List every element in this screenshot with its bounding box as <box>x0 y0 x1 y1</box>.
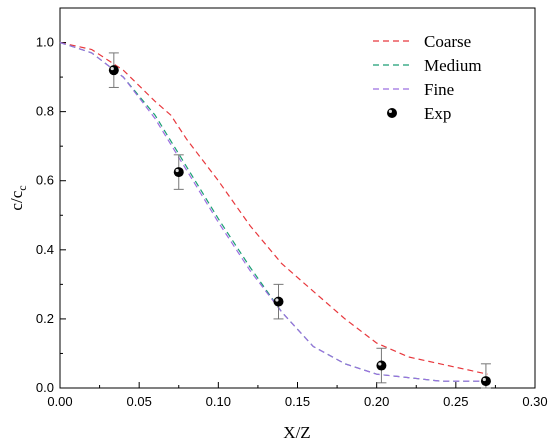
y-tick-label: 0.2 <box>36 311 54 326</box>
y-tick-label: 0.0 <box>36 380 54 395</box>
legend: Coarse Medium Fine Exp <box>373 32 482 123</box>
y-tick-label: 0.4 <box>36 242 54 257</box>
exp-point-highlight <box>175 168 179 173</box>
x-tick-label: 0.10 <box>206 394 231 409</box>
y-tick-label: 1.0 <box>36 35 54 50</box>
series-line-fine <box>59 41 488 382</box>
legend-label-coarse: Coarse <box>424 32 471 51</box>
exp-point <box>173 167 184 178</box>
exp-point <box>108 65 119 76</box>
x-tick-label: 0.30 <box>522 394 547 409</box>
x-tick-label: 0.05 <box>127 394 152 409</box>
y-tick-label: 0.6 <box>36 173 54 188</box>
exp-point <box>273 296 284 307</box>
legend-swatch-highlight <box>388 109 392 113</box>
exp-point-highlight <box>482 377 486 382</box>
y-axis-title-main: c/c <box>7 190 26 210</box>
x-axis-title: X/Z <box>283 423 310 442</box>
series-line-coarse <box>59 41 488 375</box>
legend-label-fine: Fine <box>424 80 454 99</box>
y-axis-title: c/cc <box>7 185 29 210</box>
legend-label-medium: Medium <box>424 56 482 75</box>
exp-point-highlight <box>378 362 382 366</box>
exp-point-highlight <box>110 66 114 71</box>
x-axis: 0.00 0.05 0.10 0.15 0.20 0.25 0.30 <box>47 382 548 409</box>
legend-swatch-exp <box>387 108 397 118</box>
legend-label-exp: Exp <box>424 104 451 123</box>
y-axis-title-sub: c <box>15 185 29 190</box>
x-tick-label: 0.25 <box>443 394 468 409</box>
exp-point-highlight <box>275 298 279 302</box>
y-tick-label: 0.8 <box>36 104 54 119</box>
x-tick-label: 0.00 <box>47 394 72 409</box>
x-tick-label: 0.20 <box>364 394 389 409</box>
x-tick-label: 0.15 <box>285 394 310 409</box>
exp-point <box>376 360 387 371</box>
y-axis: 0.0 0.2 0.4 0.6 0.8 1.0 <box>36 7 66 395</box>
exp-point <box>480 376 491 387</box>
plot-area <box>59 41 491 389</box>
